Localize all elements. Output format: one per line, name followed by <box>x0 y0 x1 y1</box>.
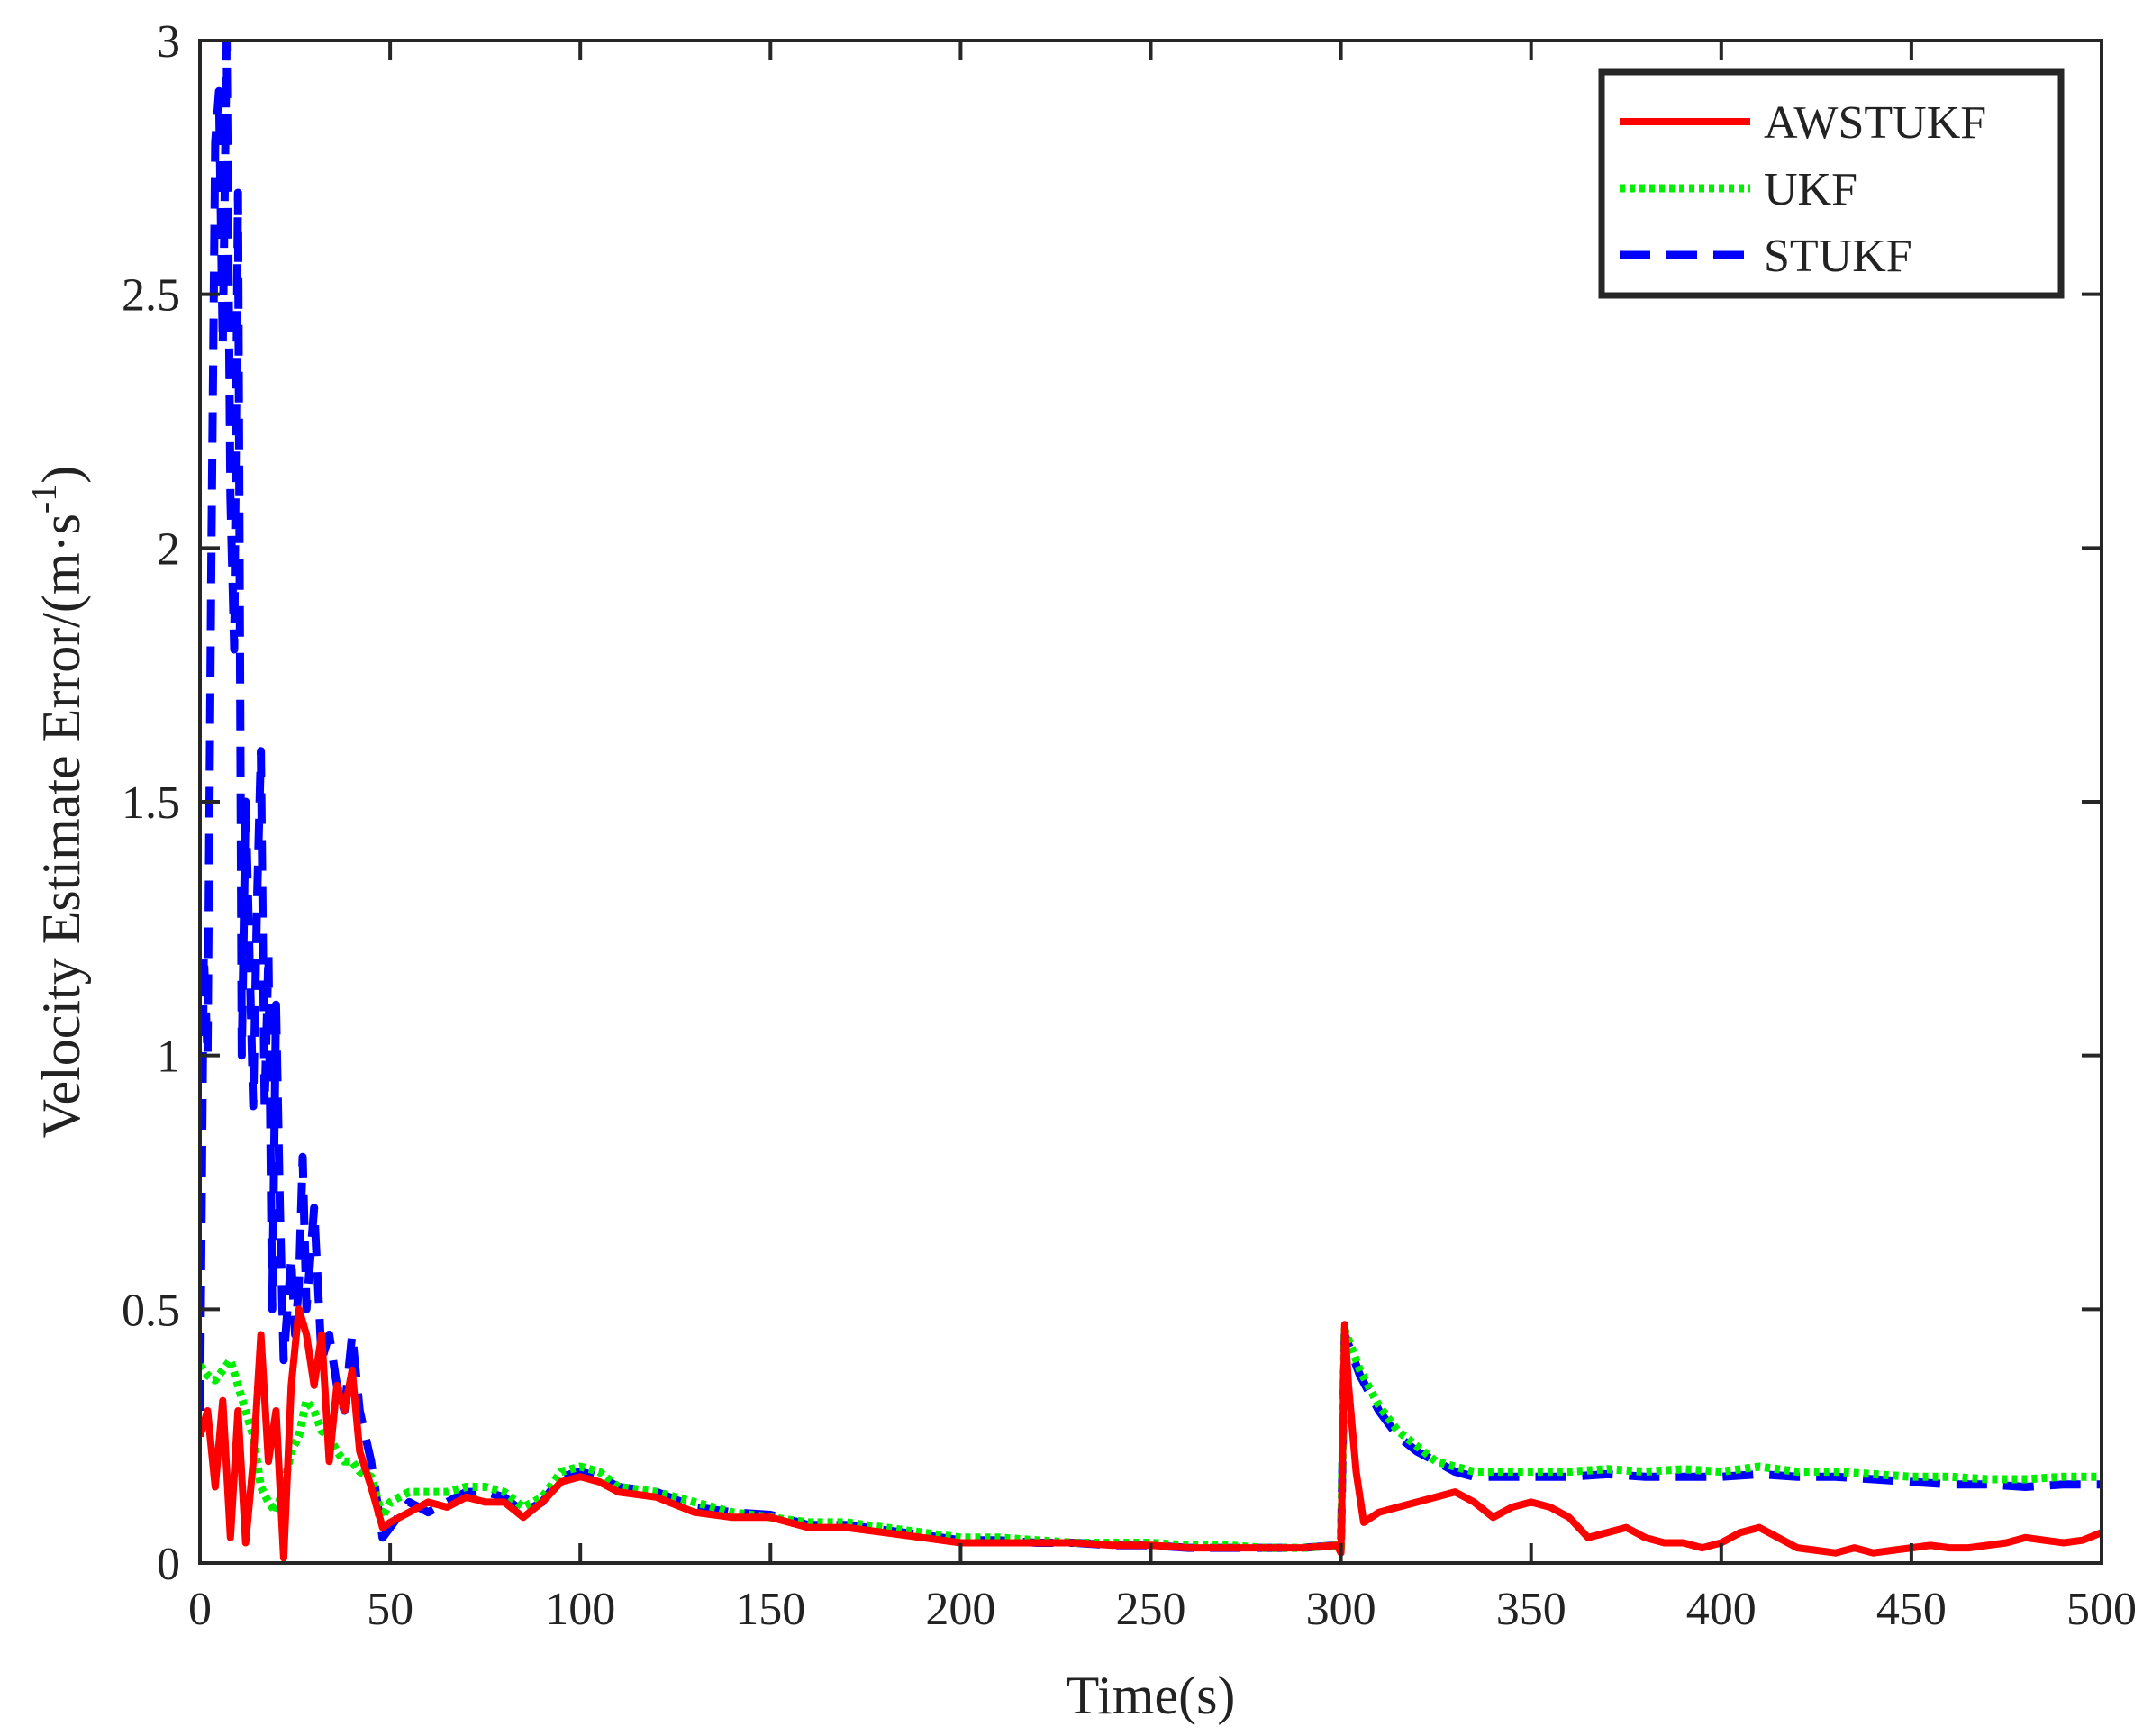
y-tick-label: 1 <box>157 1032 180 1083</box>
x-tick-label: 50 <box>367 1584 413 1635</box>
x-tick-label: 400 <box>1686 1584 1757 1635</box>
series-layer <box>200 41 2102 1562</box>
x-tick-label: 300 <box>1306 1584 1376 1635</box>
y-axis-title-main: Velocity Estimate Error/(m·s <box>32 514 91 1138</box>
ticks-layer: 0 50 100 150 200 250 300 350 400 450 500 0 0.5 1 1.5 2 2… <box>122 16 2137 1635</box>
x-tick-label: 100 <box>545 1584 615 1635</box>
legend-label-awstukf: AWSTUKF <box>1764 97 1986 149</box>
y-axis-title-close: ) <box>32 466 91 484</box>
y-axis-title: Velocity Estimate Error/(m·s-1) <box>23 466 91 1138</box>
x-tick-label: 200 <box>925 1584 995 1635</box>
legend-label-stukf: STUKF <box>1764 231 1912 282</box>
y-tick-label: 1.5 <box>122 777 180 829</box>
x-axis-title: Time(s) <box>1067 1666 1236 1725</box>
x-tick-label: 350 <box>1496 1584 1566 1635</box>
x-tick-label: 500 <box>2066 1584 2137 1635</box>
series-line-awstukf <box>200 1305 2102 1562</box>
y-tick-label: 0 <box>157 1539 180 1590</box>
y-tick-label: 2 <box>157 523 180 575</box>
y-axis-title-superscript: -1 <box>23 484 64 514</box>
legend: AWSTUKF UKF STUKF <box>1598 68 2065 299</box>
y-tick-label: 2.5 <box>122 270 180 322</box>
x-tick-label: 150 <box>735 1584 805 1635</box>
legend-label-ukf: UKF <box>1764 164 1857 215</box>
y-tick-label: 3 <box>157 16 180 68</box>
series-line-stukf <box>200 41 2102 1552</box>
x-tick-label: 450 <box>1876 1584 1947 1635</box>
x-tick-label: 0 <box>188 1584 212 1635</box>
x-tick-label: 250 <box>1116 1584 1186 1635</box>
y-tick-label: 0.5 <box>122 1285 180 1336</box>
